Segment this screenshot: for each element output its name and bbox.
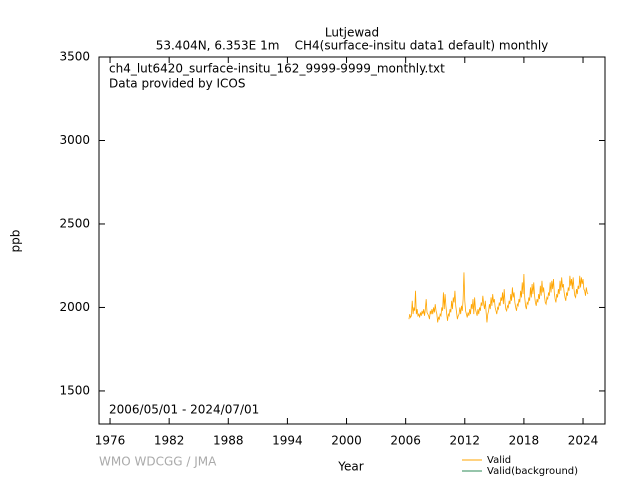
y-tick-label: 1500: [59, 383, 90, 397]
y-axis-label: ppb: [9, 230, 23, 253]
annotation: 2006/05/01 - 2024/07/01: [109, 403, 259, 417]
x-tick-label: 2024: [568, 434, 599, 448]
data-line: [408, 272, 589, 323]
y-tick-label: 2500: [59, 216, 90, 230]
x-tick-label: 1982: [154, 434, 185, 448]
x-tick-label: 2006: [390, 434, 421, 448]
x-tick-label: 1988: [213, 434, 244, 448]
y-tick-label: 3000: [59, 133, 90, 147]
legend-label: Valid(background): [487, 466, 578, 477]
x-axis-label: Year: [337, 460, 363, 474]
annotation: ch4_lut6420_surface-insitu_162_9999-9999…: [109, 62, 445, 76]
credit: WMO WDCGG / JMA: [99, 455, 217, 469]
x-tick-label: 1976: [95, 434, 126, 448]
x-tick-label: 2000: [331, 434, 362, 448]
x-tick-label: 2012: [450, 434, 481, 448]
plot-frame: [98, 56, 606, 425]
chart-subtitle: 53.404N, 6.353E 1m CH4(surface-insitu da…: [156, 39, 549, 53]
annotation: Data provided by ICOS: [109, 77, 245, 91]
x-tick-label: 2018: [509, 434, 540, 448]
chart-title: Lutjewad: [325, 26, 379, 40]
y-tick-label: 2000: [59, 300, 90, 314]
y-tick-label: 3500: [59, 50, 90, 64]
x-tick-label: 1994: [272, 434, 303, 448]
legend-label: Valid: [487, 455, 511, 466]
